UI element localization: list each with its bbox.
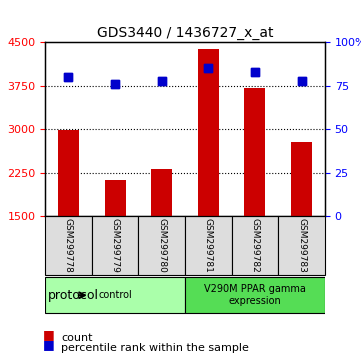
Point [159, 78, 165, 84]
Title: GDS3440 / 1436727_x_at: GDS3440 / 1436727_x_at [97, 26, 273, 40]
Text: GSM299781: GSM299781 [204, 218, 213, 273]
Text: protocol: protocol [48, 289, 99, 302]
Bar [58, 130, 79, 216]
FancyBboxPatch shape [45, 216, 92, 275]
Point [159, 78, 165, 84]
Text: GSM299783: GSM299783 [297, 218, 306, 273]
Bar [151, 169, 172, 216]
FancyBboxPatch shape [45, 278, 185, 313]
Point [252, 69, 258, 75]
FancyBboxPatch shape [92, 216, 138, 275]
FancyBboxPatch shape [138, 216, 185, 275]
Text: ■: ■ [43, 328, 55, 341]
Point [112, 81, 118, 87]
Point [252, 69, 258, 75]
Text: ■: ■ [43, 338, 55, 350]
Text: percentile rank within the sample: percentile rank within the sample [61, 343, 249, 353]
Text: GSM299779: GSM299779 [110, 218, 119, 273]
Text: GSM299782: GSM299782 [251, 218, 260, 273]
Text: V290M PPAR gamma
expression: V290M PPAR gamma expression [204, 284, 306, 306]
Point [66, 74, 71, 80]
Bar [105, 180, 126, 216]
FancyBboxPatch shape [232, 216, 278, 275]
FancyBboxPatch shape [185, 216, 232, 275]
Point [112, 81, 118, 87]
Text: GSM299780: GSM299780 [157, 218, 166, 273]
Point [299, 78, 304, 84]
Bar [291, 142, 312, 216]
Point [66, 74, 71, 80]
FancyBboxPatch shape [185, 278, 325, 313]
Bar [198, 50, 219, 216]
FancyBboxPatch shape [278, 216, 325, 275]
Point [299, 78, 304, 84]
Text: control: control [98, 290, 132, 300]
Text: GSM299778: GSM299778 [64, 218, 73, 273]
Bar [244, 87, 265, 216]
Point [205, 66, 211, 72]
Point [205, 66, 211, 72]
Text: count: count [61, 333, 93, 343]
